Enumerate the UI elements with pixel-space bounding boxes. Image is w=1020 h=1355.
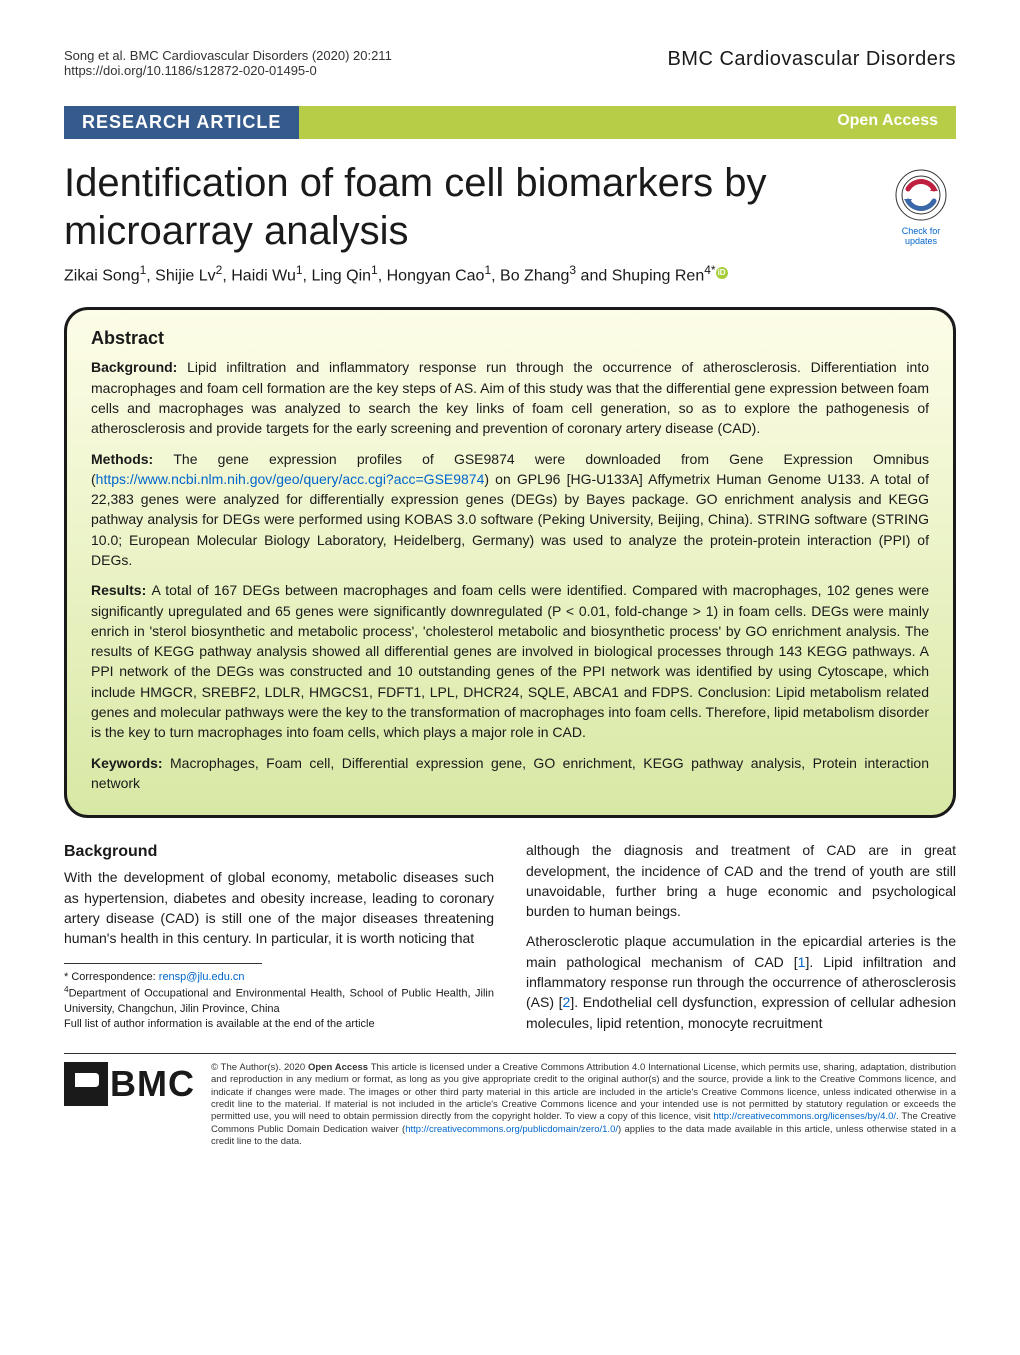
body-columns: Background With the development of globa… bbox=[64, 840, 956, 1043]
left-para-1: With the development of global economy, … bbox=[64, 867, 494, 948]
abstract-keywords: Keywords: Macrophages, Foam cell, Differ… bbox=[91, 753, 929, 794]
geo-link[interactable]: https://www.ncbi.nlm.nih.gov/geo/query/a… bbox=[96, 471, 485, 487]
abstract-box: Abstract Background: Lipid infiltration … bbox=[64, 307, 956, 818]
footer: BMC © The Author(s). 2020 Open Access Th… bbox=[64, 1053, 956, 1148]
left-column: Background With the development of globa… bbox=[64, 840, 494, 1043]
author-7: Shuping Ren bbox=[612, 267, 705, 284]
correspondence-divider bbox=[64, 963, 262, 964]
authors-line: Zikai Song1, Shijie Lv2, Haidi Wu1, Ling… bbox=[64, 263, 956, 285]
article-title: Identification of foam cell biomarkers b… bbox=[64, 159, 956, 255]
abstract-background: Background: Lipid infiltration and infla… bbox=[91, 357, 929, 438]
license-link-1[interactable]: http://creativecommons.org/licenses/by/4… bbox=[713, 1111, 896, 1122]
citation-block: Song et al. BMC Cardiovascular Disorders… bbox=[64, 48, 392, 78]
abstract-methods: Methods: The gene expression profiles of… bbox=[91, 449, 929, 571]
abstract-heading: Abstract bbox=[91, 328, 929, 349]
article-type-bar: RESEARCH ARTICLE Open Access bbox=[64, 106, 956, 139]
bmc-text: BMC bbox=[110, 1063, 195, 1105]
citation-line-2: https://doi.org/10.1186/s12872-020-01495… bbox=[64, 63, 392, 78]
check-updates-icon bbox=[895, 169, 947, 221]
check-updates-label: Check for updates bbox=[886, 226, 956, 246]
citation-line-1: Song et al. BMC Cardiovascular Disorders… bbox=[64, 48, 392, 63]
bmc-logo: BMC bbox=[64, 1062, 195, 1106]
background-heading: Background bbox=[64, 840, 494, 863]
header-row: Song et al. BMC Cardiovascular Disorders… bbox=[64, 48, 956, 78]
check-updates-widget[interactable]: Check for updates bbox=[886, 169, 956, 246]
author-1: Zikai Song bbox=[64, 267, 140, 284]
correspondence-email[interactable]: rensp@jlu.edu.cn bbox=[159, 971, 245, 983]
correspondence-block: * Correspondence: rensp@jlu.edu.cn 4Depa… bbox=[64, 970, 494, 1032]
author-6: Bo Zhang bbox=[500, 267, 569, 284]
journal-brand: BMC Cardiovascular Disorders bbox=[667, 48, 956, 71]
license-text: © The Author(s). 2020 Open Access This a… bbox=[211, 1062, 956, 1148]
author-3: Haidi Wu bbox=[231, 267, 296, 284]
bmc-flag-icon bbox=[64, 1062, 108, 1106]
author-5: Hongyan Cao bbox=[387, 267, 485, 284]
open-access-label: Open Access bbox=[299, 106, 956, 139]
article-type-label: RESEARCH ARTICLE bbox=[64, 106, 299, 139]
author-4: Ling Qin bbox=[311, 267, 371, 284]
right-para-1: although the diagnosis and treatment of … bbox=[526, 840, 956, 921]
right-column: although the diagnosis and treatment of … bbox=[526, 840, 956, 1043]
author-2: Shijie Lv bbox=[155, 267, 215, 284]
abstract-results: Results: A total of 167 DEGs between mac… bbox=[91, 580, 929, 742]
license-link-2[interactable]: http://creativecommons.org/publicdomain/… bbox=[405, 1124, 618, 1135]
right-para-2: Atherosclerotic plaque accumulation in t… bbox=[526, 931, 956, 1032]
orcid-icon[interactable]: iD bbox=[716, 267, 728, 279]
